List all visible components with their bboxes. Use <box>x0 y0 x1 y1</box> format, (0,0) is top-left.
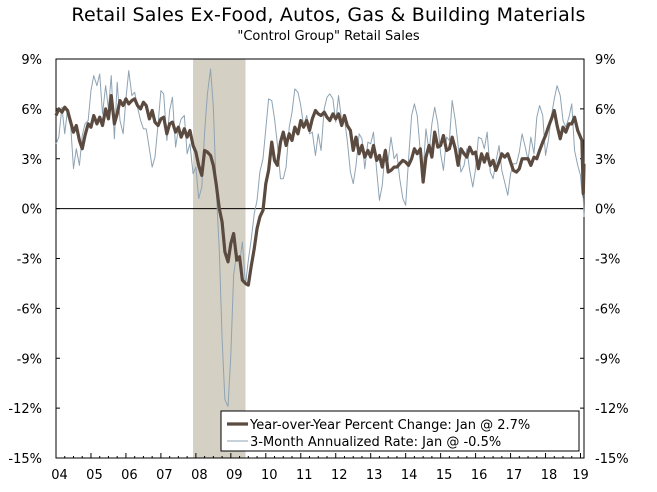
y-tick-label-left: 3% <box>21 153 42 168</box>
x-tick-label: 11 <box>296 468 313 483</box>
y-tick-label-right: 6% <box>595 103 616 118</box>
chart-subtitle: "Control Group" Retail Sales <box>237 29 420 44</box>
x-tick-label: 10 <box>261 468 278 483</box>
legend-label: Year-over-Year Percent Change: Jan @ 2.7… <box>249 418 530 433</box>
chart-title: Retail Sales Ex-Food, Autos, Gas & Build… <box>71 4 586 26</box>
y-tick-label-left: -9% <box>17 352 42 367</box>
x-tick-label: 08 <box>191 468 208 483</box>
x-tick-label: 05 <box>86 468 103 483</box>
y-tick-label-left: 0% <box>21 203 42 218</box>
x-tick-label: 17 <box>506 468 523 483</box>
y-tick-label-right: 9% <box>595 53 616 68</box>
x-tick-label: 14 <box>401 468 418 483</box>
x-tick-label: 07 <box>156 468 173 483</box>
legend-box <box>220 410 580 452</box>
y-tick-label-right: -3% <box>595 253 620 268</box>
x-tick-label: 09 <box>226 468 243 483</box>
legend-label: 3-Month Annualized Rate: Jan @ -0.5% <box>250 435 501 450</box>
series-line-3m-annualized <box>55 68 585 407</box>
y-tick-label-right: 0% <box>595 203 616 218</box>
y-tick-label-right: -15% <box>595 452 629 467</box>
x-tick-label: 16 <box>471 468 488 483</box>
y-tick-label-left: 9% <box>21 53 42 68</box>
x-tick-label: 18 <box>541 468 558 483</box>
series-layer <box>54 68 586 407</box>
x-tick-label: 19 <box>572 468 589 483</box>
y-tick-label-left: -3% <box>17 253 42 268</box>
x-tick-label: 12 <box>331 468 348 483</box>
y-tick-label-left: -6% <box>17 302 42 317</box>
plot-frame <box>55 58 585 459</box>
x-tick-label: 06 <box>121 468 138 483</box>
legend: Year-over-Year Percent Change: Jan @ 2.7… <box>220 410 580 452</box>
series-line-yoy <box>54 93 586 287</box>
y-tick-label-right: -6% <box>595 302 620 317</box>
y-tick-label-right: -12% <box>595 402 629 417</box>
y-tick-label-left: -12% <box>8 402 42 417</box>
x-tick-label: 13 <box>366 468 383 483</box>
y-tick-label-left: -15% <box>8 452 42 467</box>
y-tick-label-left: 6% <box>21 103 42 118</box>
tick-labels-layer: 9% 9% 6% 6% 3% 3% 0% 0% -3% -3% -6% -6% -9% -9% -12% -1… <box>8 53 628 483</box>
axes-layer <box>55 58 585 459</box>
y-tick-label-right: 3% <box>595 153 616 168</box>
x-tick-label: 04 <box>51 468 68 483</box>
x-tick-label: 15 <box>436 468 453 483</box>
y-tick-label-right: -9% <box>595 352 620 367</box>
